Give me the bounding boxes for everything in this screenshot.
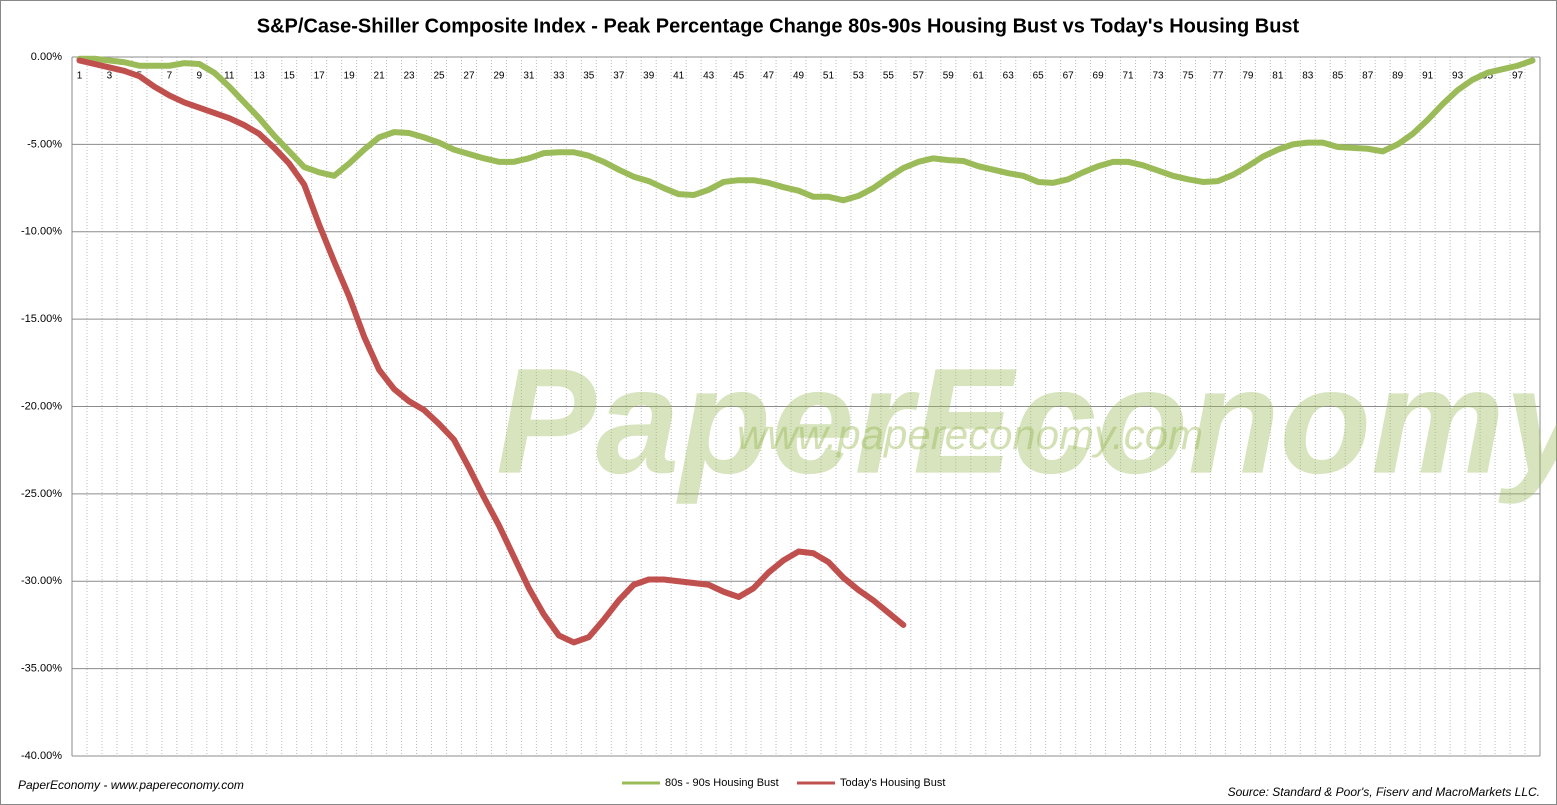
- x-tick-label: 31: [523, 71, 535, 82]
- series-line: [76, 55, 1536, 204]
- x-tick-label: 65: [1033, 71, 1045, 82]
- x-tick-label: 13: [254, 71, 266, 82]
- x-tick-label: 87: [1362, 71, 1374, 82]
- x-tick-label: 57: [913, 71, 925, 82]
- x-tick-label: 45: [733, 71, 745, 82]
- x-tick-label: 81: [1272, 71, 1284, 82]
- x-tick-label: 11: [224, 71, 235, 82]
- y-tick-label: -5.00%: [27, 138, 62, 150]
- x-tick-label: 21: [374, 71, 386, 82]
- x-tick-label: 69: [1093, 71, 1105, 82]
- x-tick-label: 77: [1212, 71, 1224, 82]
- y-tick-label: -20.00%: [21, 400, 62, 412]
- x-tick-label: 41: [673, 71, 685, 82]
- plot-background: [71, 56, 1541, 757]
- x-tick-label: 9: [197, 71, 203, 82]
- x-tick-label: 37: [613, 71, 625, 82]
- y-tick-label: -25.00%: [21, 488, 62, 500]
- x-tick-label: 17: [314, 71, 326, 82]
- x-tick-label: 59: [943, 71, 955, 82]
- x-tick-label: 3: [107, 71, 113, 82]
- y-tick-label: -30.00%: [21, 575, 62, 587]
- x-tick-label: 49: [793, 71, 805, 82]
- series-line: [76, 57, 907, 646]
- x-tick-label: 79: [1242, 71, 1254, 82]
- y-tick-label: -15.00%: [21, 313, 62, 325]
- x-tick-label: 67: [1063, 71, 1075, 82]
- x-tick-label: 63: [1003, 71, 1015, 82]
- x-tick-label: 15: [284, 71, 296, 82]
- x-tick-label: 19: [344, 71, 356, 82]
- legend-label: Today's Housing Bust: [840, 777, 945, 789]
- legend-label: 80s - 90s Housing Bust: [665, 777, 779, 789]
- x-tick-label: 39: [643, 71, 655, 82]
- x-tick-label: 83: [1302, 71, 1314, 82]
- x-tick-label: 93: [1452, 71, 1464, 82]
- x-tick-label: 43: [703, 71, 715, 82]
- x-tick-label: 35: [583, 71, 595, 82]
- x-tick-label: 97: [1512, 71, 1524, 82]
- y-tick-label: -40.00%: [21, 750, 62, 762]
- x-tick-label: 29: [493, 71, 505, 82]
- footer-left: PaperEconomy - www.papereconomy.com: [18, 778, 244, 792]
- x-tick-label: 85: [1332, 71, 1344, 82]
- x-tick-label: 53: [853, 71, 865, 82]
- x-tick-label: 75: [1182, 71, 1194, 82]
- x-tick-label: 23: [403, 71, 415, 82]
- source: Source: Standard & Poor's, Fiserv and Ma…: [1228, 785, 1540, 799]
- x-tick-label: 7: [167, 71, 173, 82]
- x-tick-label: 1: [77, 71, 83, 82]
- x-tick-label: 55: [883, 71, 895, 82]
- x-tick-label: 73: [1152, 71, 1164, 82]
- x-tick-label: 25: [433, 71, 445, 82]
- y-tick-label: 0.00%: [31, 51, 62, 63]
- x-tick-label: 47: [763, 71, 775, 82]
- watermark-url: www.papereconomy.com: [737, 411, 1203, 458]
- chart-title: S&P/Case-Shiller Composite Index - Peak …: [257, 15, 1300, 37]
- x-tick-label: 71: [1122, 71, 1134, 82]
- x-tick-label: 27: [463, 71, 475, 82]
- watermark: PaperEconomy: [496, 337, 1557, 505]
- x-tick-label: 51: [823, 71, 835, 82]
- y-tick-label: -35.00%: [21, 663, 62, 675]
- x-tick-label: 91: [1422, 71, 1434, 82]
- x-tick-label: 89: [1392, 71, 1404, 82]
- x-tick-label: 61: [973, 71, 985, 82]
- x-tick-label: 33: [553, 71, 565, 82]
- y-tick-label: -10.00%: [21, 226, 62, 238]
- x-tick-label: 95: [1482, 71, 1494, 82]
